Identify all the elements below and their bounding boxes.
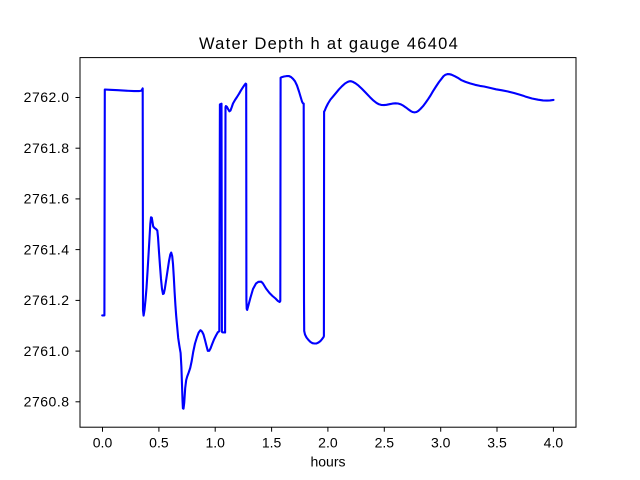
svg-text:1.0: 1.0 (205, 434, 225, 450)
svg-text:Water Depth h at gauge 46404: Water Depth h at gauge 46404 (199, 35, 459, 53)
svg-text:1.5: 1.5 (262, 434, 282, 450)
svg-text:2.0: 2.0 (318, 434, 338, 450)
svg-text:2760.8: 2760.8 (24, 394, 70, 410)
svg-text:2762.0: 2762.0 (24, 89, 70, 105)
svg-text:2761.8: 2761.8 (24, 140, 70, 156)
svg-text:2761.2: 2761.2 (24, 292, 70, 308)
svg-text:2761.4: 2761.4 (24, 241, 70, 257)
svg-text:4.0: 4.0 (544, 434, 564, 450)
svg-text:2761.6: 2761.6 (24, 191, 70, 207)
svg-text:0.0: 0.0 (93, 434, 113, 450)
svg-text:3.0: 3.0 (431, 434, 451, 450)
svg-text:2.5: 2.5 (375, 434, 395, 450)
svg-text:3.5: 3.5 (487, 434, 507, 450)
svg-text:0.5: 0.5 (149, 434, 169, 450)
svg-text:hours: hours (310, 453, 345, 469)
svg-text:2761.0: 2761.0 (24, 343, 70, 359)
